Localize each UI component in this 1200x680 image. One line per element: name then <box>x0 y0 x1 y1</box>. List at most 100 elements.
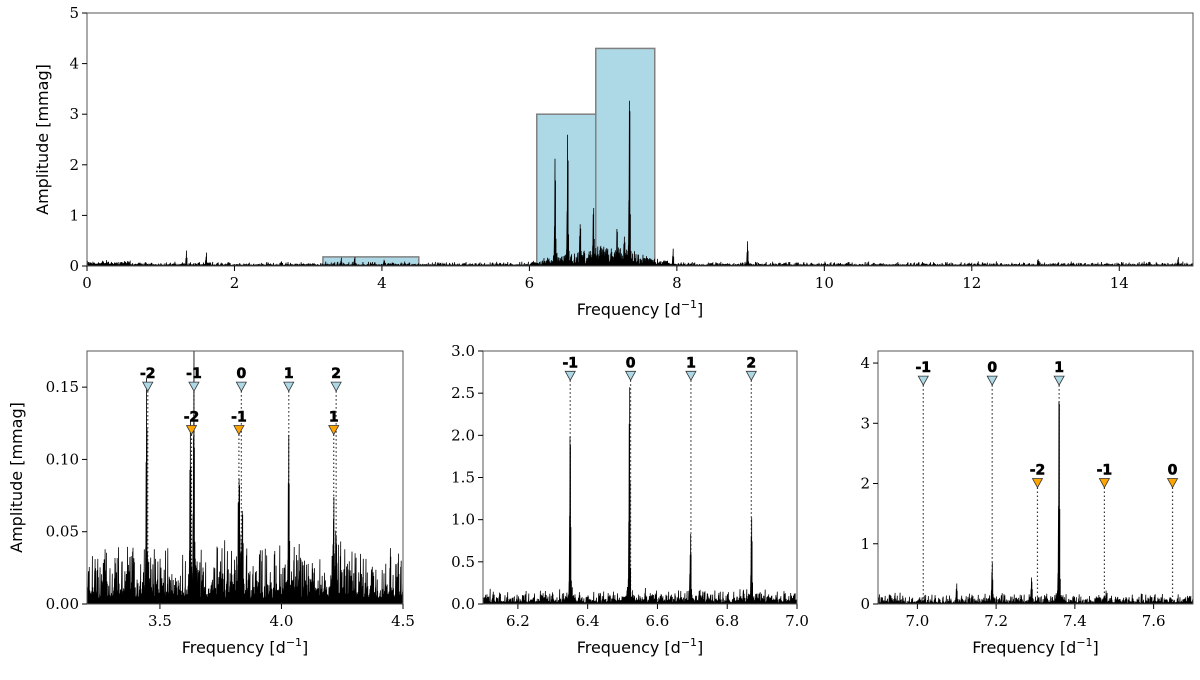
mode-marker-label: 0 <box>1168 463 1178 479</box>
y-axis-label: Amplitude [mmag] <box>7 402 26 553</box>
mode-marker-triangle <box>1031 478 1044 489</box>
y-tick-label: 0.00 <box>46 595 79 613</box>
y-tick-label: 2.5 <box>451 384 475 402</box>
mode-marker-label: 2 <box>746 355 756 371</box>
periodogram-trace <box>483 387 797 604</box>
mode-marker-triangle <box>283 381 295 392</box>
x-tick-label: 6.6 <box>646 612 670 630</box>
x-axis-label: Frequency [d−1] <box>972 636 1099 657</box>
x-tick-label: 4 <box>377 274 387 292</box>
x-tick-label: 6.8 <box>715 612 739 630</box>
y-tick-label: 0 <box>69 257 79 275</box>
plot-area <box>878 375 1193 604</box>
zoom-panel-2: -1 0 1 2 6.2 6.4 6.6 6.8 7.0 0.0 0.5 1.0 1.5 2.0 2.5 3.… <box>451 342 809 657</box>
axes-frame <box>877 350 1194 605</box>
y-tick-label: 0 <box>860 595 870 613</box>
x-tick-label: 7.4 <box>1063 612 1087 630</box>
x-tick-label: 10 <box>815 274 834 292</box>
x-tick-label: 14 <box>1110 274 1129 292</box>
x-tick-label: 6 <box>525 274 535 292</box>
mode-marker-label: -1 <box>231 410 247 426</box>
x-axis-label: Frequency [d−1] <box>577 298 704 319</box>
highlight-box-2 <box>595 47 656 266</box>
mode-marker-label: 2 <box>331 366 341 382</box>
y-axis-label: Amplitude [mmag] <box>33 64 52 215</box>
y-tick-label: 3 <box>860 414 870 432</box>
y-tick-label: 0.10 <box>46 450 79 468</box>
y-tick-label: 0.05 <box>46 523 79 541</box>
x-tick-label: 7.0 <box>905 612 929 630</box>
x-tick-label: 2 <box>230 274 240 292</box>
y-tick-label: 4 <box>69 55 79 73</box>
mode-marker-label: -2 <box>184 410 200 426</box>
y-tick-label: 1 <box>69 206 79 224</box>
y-tick-label: 2 <box>69 156 79 174</box>
mode-marker-label: 0 <box>626 355 636 371</box>
x-tick-label: 3.5 <box>148 612 172 630</box>
mode-marker-label: -2 <box>1030 463 1046 479</box>
mode-marker-triangle <box>330 381 342 392</box>
y-tick-label: 2.0 <box>451 426 475 444</box>
y-tick-label: 0.5 <box>451 553 475 571</box>
mode-marker-triangle <box>235 381 248 392</box>
mode-marker-label: -2 <box>140 366 156 382</box>
plot-area <box>87 351 403 604</box>
mode-marker-label: 1 <box>686 355 696 371</box>
y-tick-label: 2 <box>860 475 870 493</box>
periodogram-trace <box>878 401 1193 604</box>
mode-marker-triangle <box>328 425 340 436</box>
y-tick-label: 4 <box>860 354 870 372</box>
plot-area <box>87 47 1193 266</box>
mode-marker-triangle <box>142 381 154 392</box>
mode-marker-triangle <box>1098 478 1111 489</box>
zoom-panel-1: -2 -1 0 1 2 -2 -1 1 3.5 4.0 4.5 0.00 0.05 0.10 0.15 Fre… <box>7 350 415 657</box>
x-tick-label: 7.0 <box>785 612 809 630</box>
y-tick-label: 1.5 <box>451 469 475 487</box>
y-tick-label: 0.15 <box>46 378 79 396</box>
y-tick-label: 1 <box>860 535 870 553</box>
y-tick-label: 3.0 <box>451 342 475 360</box>
mode-marker-triangle <box>685 370 697 382</box>
x-tick-label: 0 <box>82 274 92 292</box>
mode-marker-triangle <box>1166 478 1179 489</box>
y-tick-label: 0.0 <box>451 595 475 613</box>
mode-marker-label: 1 <box>1054 360 1064 376</box>
x-tick-label: 4.5 <box>391 612 415 630</box>
periodogram-trace <box>87 351 403 604</box>
y-tick-label: 1.0 <box>451 511 475 529</box>
mode-marker-triangle <box>917 375 929 386</box>
x-axis-label: Frequency [d−1] <box>577 636 704 657</box>
mode-marker-triangle <box>233 425 245 436</box>
zoom-panel-3: -1 0 1 -2 -1 0 7.0 7.2 7.4 7.6 0 1 2 3 4 Frequency [d−1… <box>860 350 1194 657</box>
plot-area <box>483 370 797 604</box>
y-tick-label: 3 <box>69 105 79 123</box>
x-tick-label: 7.2 <box>984 612 1008 630</box>
mode-marker-triangle <box>564 370 576 382</box>
mode-marker-triangle <box>745 370 757 382</box>
x-tick-label: 7.6 <box>1142 612 1166 630</box>
x-tick-label: 12 <box>962 274 981 292</box>
mode-marker-label: -1 <box>1097 463 1113 479</box>
y-tick-label: 5 <box>69 4 79 22</box>
mode-marker-label: 0 <box>987 360 997 376</box>
x-tick-label: 8 <box>672 274 682 292</box>
x-axis-label: Frequency [d−1] <box>182 636 309 657</box>
mode-marker-label: 0 <box>236 366 246 382</box>
x-tick-label: 6.4 <box>576 612 600 630</box>
axes-frame <box>86 12 1194 267</box>
mode-marker-triangle <box>986 375 998 386</box>
x-tick-label: 6.2 <box>506 612 530 630</box>
x-tick-label: 4.0 <box>270 612 294 630</box>
mode-marker-triangle <box>1053 375 1065 386</box>
axes-frame <box>86 350 404 605</box>
mode-marker-triangle <box>624 370 637 382</box>
mode-marker-triangle <box>188 381 200 392</box>
mode-marker-triangle <box>185 425 198 436</box>
mode-marker-label: -1 <box>562 355 578 371</box>
axes-frame <box>482 350 798 605</box>
mode-marker-label: -1 <box>186 366 202 382</box>
mode-marker-label: 1 <box>329 410 339 426</box>
